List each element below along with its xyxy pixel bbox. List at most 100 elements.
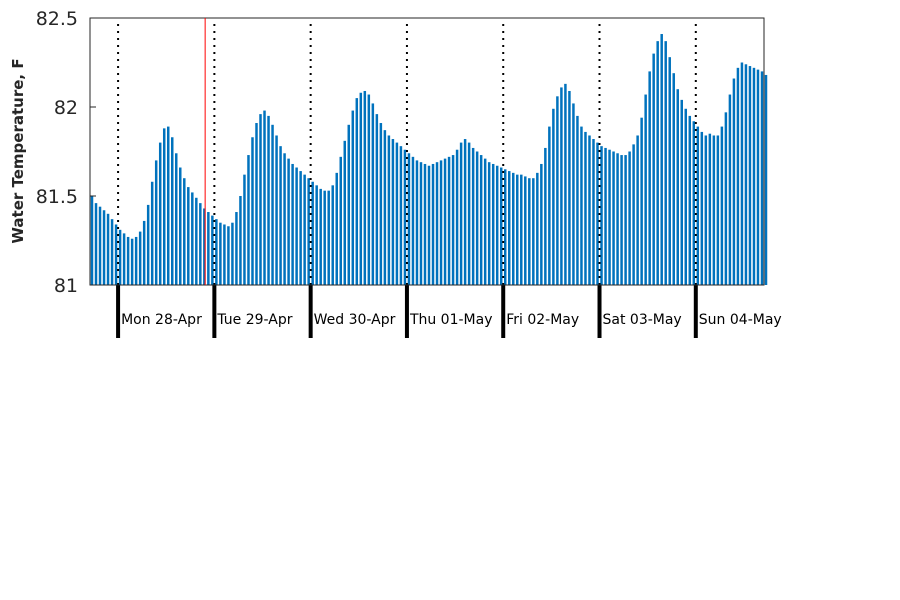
day-label: Wed 30-Apr [314, 312, 396, 328]
bar [536, 172, 539, 285]
bar [435, 162, 439, 285]
bar [596, 142, 599, 285]
bar [327, 190, 330, 285]
bar [724, 112, 728, 285]
bar [391, 139, 395, 285]
bar [512, 172, 515, 285]
bar [564, 83, 567, 285]
bar [712, 135, 716, 285]
bar [752, 67, 756, 285]
bar [451, 155, 455, 285]
bar [315, 185, 318, 285]
bar [251, 137, 254, 285]
bar [600, 146, 603, 285]
bar [287, 158, 290, 285]
bar [696, 126, 700, 285]
bar [279, 146, 282, 285]
bar [319, 188, 322, 285]
bar [588, 135, 591, 285]
bar [660, 34, 663, 285]
bar [668, 57, 671, 285]
bar [259, 114, 262, 286]
bar [130, 238, 134, 285]
bar [243, 174, 246, 285]
bar [171, 137, 174, 285]
bar [154, 160, 158, 285]
bar [311, 181, 314, 285]
bar [592, 139, 595, 285]
bar [114, 224, 118, 285]
bar [576, 115, 579, 286]
bar [146, 204, 150, 285]
bar [371, 103, 375, 285]
bar [556, 96, 559, 285]
bar [644, 94, 647, 285]
day-label: Tue 29-Apr [216, 312, 292, 328]
plot-frame [89, 17, 765, 286]
bar [179, 167, 182, 285]
bar [271, 124, 274, 285]
bar [528, 178, 531, 285]
bar [399, 146, 403, 285]
bar [700, 131, 704, 285]
bar [166, 126, 170, 285]
bar [355, 98, 359, 285]
bar [94, 203, 98, 285]
bar [636, 135, 639, 285]
bar [90, 196, 94, 285]
bar [475, 151, 479, 285]
bar [439, 160, 443, 285]
bar [134, 236, 138, 285]
bar [764, 74, 768, 286]
bar [267, 115, 270, 286]
bar [708, 133, 712, 285]
bar [572, 103, 575, 285]
bar [307, 178, 310, 285]
bar [407, 153, 411, 285]
y-tick-label: 81.5 [36, 186, 78, 208]
bar [379, 123, 383, 286]
bar [491, 163, 495, 285]
bar [648, 71, 651, 286]
bar [728, 94, 732, 285]
bar [459, 142, 463, 285]
bar [191, 192, 194, 285]
bar [331, 185, 334, 285]
bar [608, 149, 611, 285]
bar [291, 163, 294, 285]
bar [732, 78, 736, 286]
bar [419, 162, 423, 285]
bar [110, 219, 114, 285]
bar [118, 229, 122, 285]
bar [175, 153, 178, 285]
bar [499, 167, 503, 285]
bar [676, 89, 679, 285]
bar [359, 92, 363, 285]
bar [516, 174, 519, 285]
bar [423, 163, 427, 285]
bar [632, 144, 635, 285]
bar [604, 147, 607, 285]
bar [323, 190, 326, 285]
bar [744, 64, 748, 285]
bar [487, 162, 491, 285]
bar [203, 208, 206, 285]
bar [483, 158, 487, 285]
bar [692, 121, 696, 286]
bar [548, 126, 551, 285]
bar [684, 108, 688, 285]
bar [584, 131, 587, 285]
bar [628, 151, 631, 285]
bar [740, 62, 744, 285]
bar [640, 117, 643, 286]
bar [503, 169, 507, 285]
bar [363, 90, 367, 285]
bar [716, 135, 720, 285]
x-axis-day-labels: Mon 28-Apr Tue 29-Apr Wed 30-Apr Thu 01-May… [121, 312, 782, 328]
bar [624, 155, 627, 285]
bar [652, 53, 655, 285]
bar [339, 156, 342, 285]
bar [150, 181, 154, 285]
bar [343, 140, 346, 285]
bar [524, 176, 527, 285]
